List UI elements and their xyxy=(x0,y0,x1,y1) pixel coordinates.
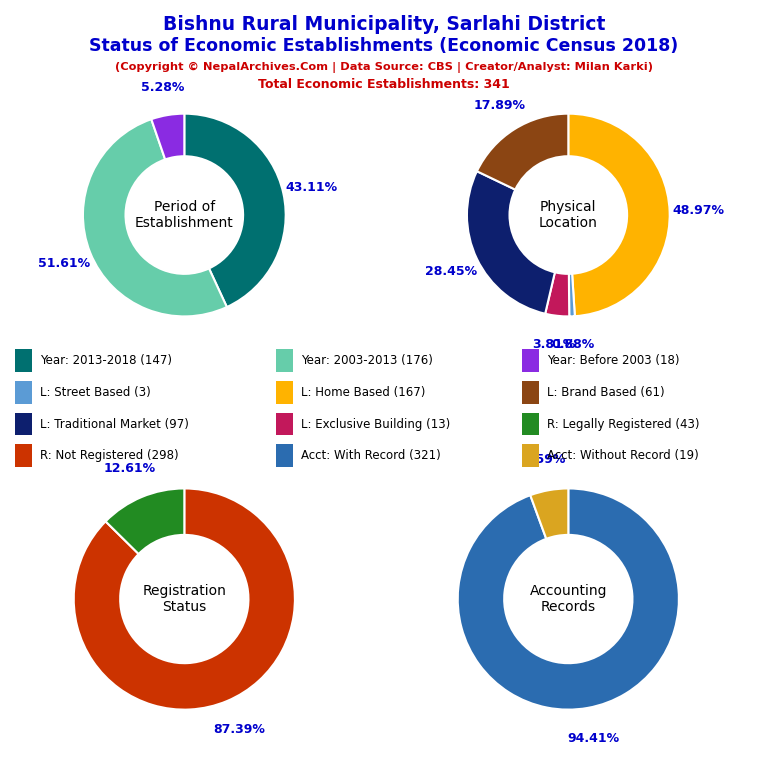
Text: Year: 2003-2013 (176): Year: 2003-2013 (176) xyxy=(301,354,433,367)
Text: Status of Economic Establishments (Economic Census 2018): Status of Economic Establishments (Econo… xyxy=(89,37,679,55)
FancyBboxPatch shape xyxy=(276,412,293,435)
Text: R: Not Registered (298): R: Not Registered (298) xyxy=(40,449,179,462)
Text: R: Legally Registered (43): R: Legally Registered (43) xyxy=(547,418,700,431)
FancyBboxPatch shape xyxy=(276,445,293,467)
Text: 5.59%: 5.59% xyxy=(522,453,565,466)
Text: Accounting
Records: Accounting Records xyxy=(530,584,607,614)
FancyBboxPatch shape xyxy=(15,381,32,404)
Text: 48.97%: 48.97% xyxy=(672,204,724,217)
FancyBboxPatch shape xyxy=(15,445,32,467)
Text: Year: 2013-2018 (147): Year: 2013-2018 (147) xyxy=(40,354,172,367)
Wedge shape xyxy=(568,114,670,316)
Text: L: Brand Based (61): L: Brand Based (61) xyxy=(547,386,664,399)
FancyBboxPatch shape xyxy=(15,349,32,372)
Text: Physical
Location: Physical Location xyxy=(539,200,598,230)
Wedge shape xyxy=(458,488,679,710)
FancyBboxPatch shape xyxy=(522,445,539,467)
Wedge shape xyxy=(74,488,295,710)
Text: Year: Before 2003 (18): Year: Before 2003 (18) xyxy=(547,354,680,367)
FancyBboxPatch shape xyxy=(15,412,32,435)
Wedge shape xyxy=(83,119,227,316)
Wedge shape xyxy=(467,171,555,314)
Wedge shape xyxy=(530,488,568,539)
Text: 87.39%: 87.39% xyxy=(213,723,265,737)
Wedge shape xyxy=(569,273,575,316)
Text: 43.11%: 43.11% xyxy=(285,180,337,194)
Text: (Copyright © NepalArchives.Com | Data Source: CBS | Creator/Analyst: Milan Karki: (Copyright © NepalArchives.Com | Data So… xyxy=(115,61,653,72)
Text: 3.81%: 3.81% xyxy=(532,337,576,350)
Wedge shape xyxy=(105,488,184,554)
Text: 94.41%: 94.41% xyxy=(567,732,619,745)
Wedge shape xyxy=(545,273,569,316)
Text: L: Home Based (167): L: Home Based (167) xyxy=(301,386,425,399)
Text: Period of
Establishment: Period of Establishment xyxy=(135,200,233,230)
Text: L: Exclusive Building (13): L: Exclusive Building (13) xyxy=(301,418,450,431)
Text: 28.45%: 28.45% xyxy=(425,265,478,277)
Text: L: Traditional Market (97): L: Traditional Market (97) xyxy=(40,418,189,431)
Wedge shape xyxy=(477,114,568,190)
FancyBboxPatch shape xyxy=(276,381,293,404)
FancyBboxPatch shape xyxy=(276,349,293,372)
Text: Registration
Status: Registration Status xyxy=(142,584,227,614)
Text: Acct: With Record (321): Acct: With Record (321) xyxy=(301,449,441,462)
Wedge shape xyxy=(151,114,184,160)
FancyBboxPatch shape xyxy=(522,381,539,404)
Text: 17.89%: 17.89% xyxy=(473,99,525,111)
Text: 0.88%: 0.88% xyxy=(551,338,594,351)
FancyBboxPatch shape xyxy=(522,412,539,435)
Text: 5.28%: 5.28% xyxy=(141,81,184,94)
Text: Bishnu Rural Municipality, Sarlahi District: Bishnu Rural Municipality, Sarlahi Distr… xyxy=(163,15,605,35)
Wedge shape xyxy=(184,114,286,307)
Text: 12.61%: 12.61% xyxy=(104,462,156,475)
Text: 51.61%: 51.61% xyxy=(38,257,90,270)
Text: Acct: Without Record (19): Acct: Without Record (19) xyxy=(547,449,699,462)
FancyBboxPatch shape xyxy=(522,349,539,372)
Text: Total Economic Establishments: 341: Total Economic Establishments: 341 xyxy=(258,78,510,91)
Text: L: Street Based (3): L: Street Based (3) xyxy=(40,386,151,399)
